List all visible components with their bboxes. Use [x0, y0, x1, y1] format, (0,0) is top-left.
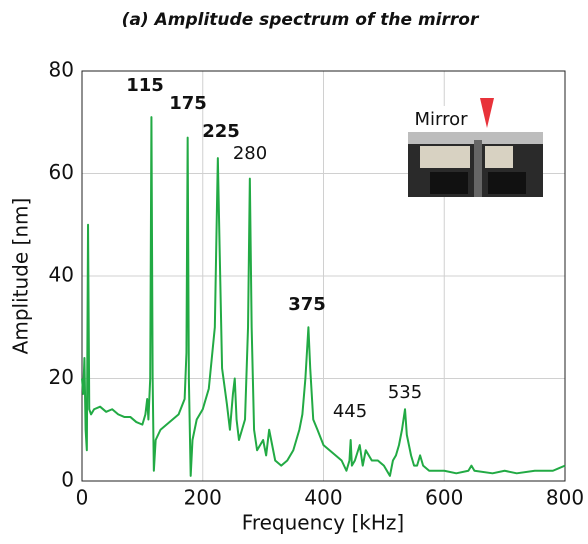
y-tick-label: 0 [61, 468, 74, 492]
peak-annotation: 115 [126, 75, 164, 96]
inset-foot [488, 172, 526, 194]
peak-annotation: 445 [333, 401, 367, 422]
x-tick-label: 400 [304, 486, 342, 510]
y-tick-label: 60 [49, 160, 74, 184]
inset-foot [430, 172, 468, 194]
x-tick-label: 200 [184, 486, 222, 510]
inset-block [485, 146, 513, 168]
y-tick-label: 20 [49, 365, 74, 389]
inset-photo: Mirror [408, 98, 543, 197]
peak-annotation: 375 [288, 294, 326, 315]
x-tick-label: 0 [76, 486, 89, 510]
inset-label-bg [408, 106, 480, 132]
peak-annotation: 280 [233, 143, 267, 164]
spectrum-line [81, 116, 566, 477]
laser-marker [480, 98, 494, 128]
plot-frame [81, 70, 566, 482]
y-tick-label: 80 [49, 58, 74, 82]
x-axis-label: Frequency [kHz] [242, 511, 404, 535]
chart-title: (a) Amplitude spectrum of the mirror [122, 10, 480, 30]
peak-annotation: 175 [169, 93, 207, 114]
inset-gap [474, 140, 482, 197]
peak-annotation: 225 [202, 121, 240, 142]
inset-label: Mirror [414, 109, 468, 130]
inset-block [420, 146, 470, 168]
x-tick-label: 600 [425, 486, 463, 510]
y-tick-label: 40 [49, 263, 74, 287]
peak-annotation: 535 [388, 382, 422, 403]
x-tick-label: 800 [546, 486, 584, 510]
y-axis-label: Amplitude [nm] [9, 198, 33, 355]
inset-mirror [408, 132, 543, 144]
